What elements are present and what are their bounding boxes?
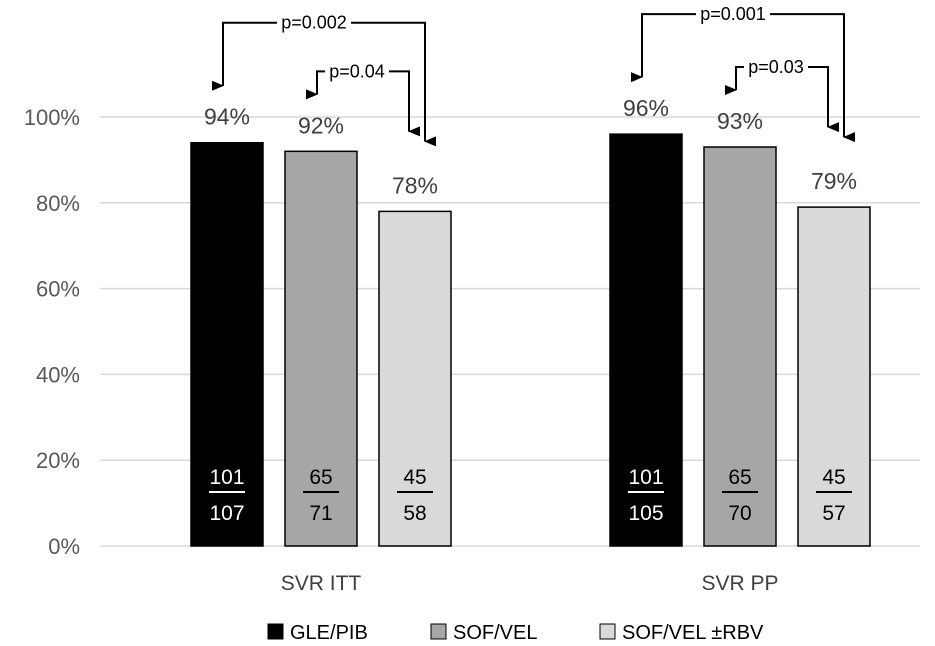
fraction-denominator: 105 [628,502,663,525]
bar [284,150,358,547]
fraction-denominator: 70 [728,502,751,525]
bar-value-label: 93% [717,108,763,134]
p-value-label-bg [744,56,808,79]
x-category-label: SVR ITT [281,572,362,595]
fraction-denominator: 71 [309,502,332,525]
fraction-numerator: 65 [728,466,751,489]
x-axis-categories: SVR ITT SVR PP [281,572,779,595]
fraction-numerator: 45 [403,466,426,489]
legend-label: SOF/VEL ±RBV [622,622,764,644]
y-tick-label: 40% [36,362,80,387]
bar [190,141,264,547]
y-tick-label: 0% [48,534,80,559]
fraction-numerator: 101 [209,466,244,489]
legend-swatch [599,623,616,640]
fraction-denominator: 57 [822,502,845,525]
bars [190,133,871,547]
p-value-label: p=0.04 [329,61,385,81]
legend-swatch [267,623,284,640]
bar-value-label: 79% [811,168,857,194]
y-tick-label: 100% [24,105,80,130]
legend-label: SOF/VEL [453,622,537,644]
bar [797,206,871,547]
p-value-label-bg [325,60,389,83]
y-tick-label: 20% [36,448,80,473]
bar-value-label: 96% [623,95,669,121]
legend: GLE/PIB SOF/VEL SOF/VEL ±RBV [267,622,764,644]
fraction-denominator: 58 [403,502,426,525]
p-value-label-bg [696,3,770,26]
bar-value-label: 78% [392,172,438,198]
fraction-numerator: 101 [628,466,663,489]
fraction-denominator: 107 [209,502,244,525]
fraction-numerator: 65 [309,466,332,489]
legend-label: GLE/PIB [290,622,368,644]
p-value-label: p=0.03 [748,57,804,77]
legend-swatch [430,623,447,640]
y-tick-label: 80% [36,191,80,216]
bar-value-label: 92% [298,112,344,138]
bar [703,146,777,547]
bar [378,210,452,547]
p-value-label-bg [277,11,351,34]
bar [609,133,683,547]
bar-value-label: 94% [204,104,250,130]
p-value-annotations: p=0.002 p=0.04 p=0.001 p=0.03 [212,3,855,147]
fraction-numerator: 45 [822,466,845,489]
p-value-label: p=0.002 [281,13,347,33]
x-category-label: SVR PP [701,572,778,595]
y-axis-ticks: 0% 20% 40% 60% 80% 100% [24,105,80,559]
p-value-label: p=0.001 [700,4,766,24]
y-tick-label: 60% [36,277,80,302]
